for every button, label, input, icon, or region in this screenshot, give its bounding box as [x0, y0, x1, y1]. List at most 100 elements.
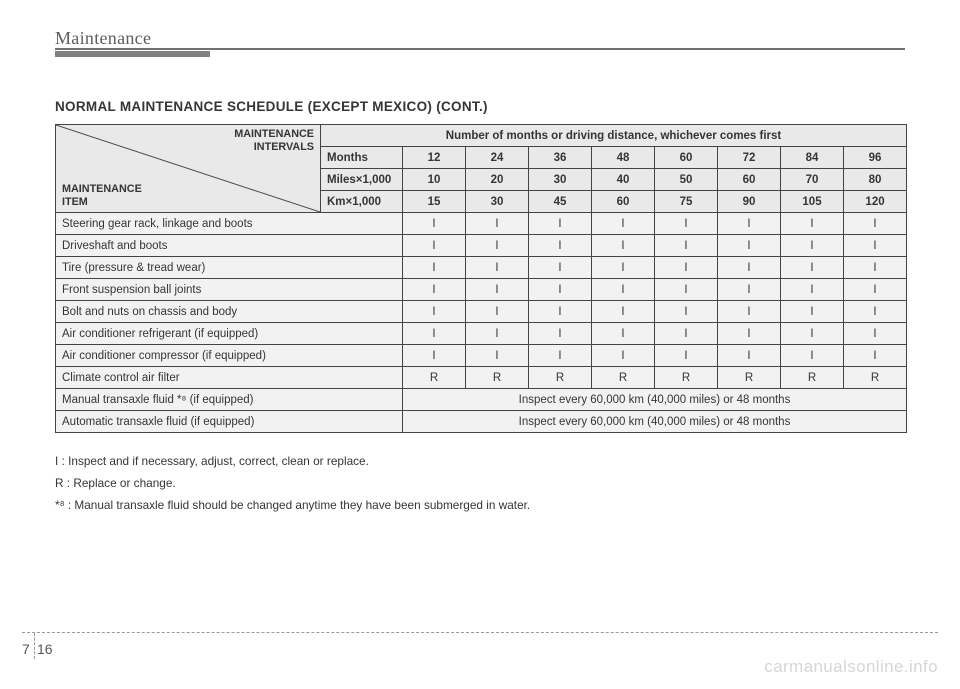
header-value: 50 — [655, 169, 718, 191]
item-value: I — [718, 345, 781, 367]
item-name: Automatic transaxle fluid (if equipped) — [56, 411, 403, 433]
item-value: I — [466, 257, 529, 279]
diag-bot-line1: MAINTENANCE — [62, 183, 142, 195]
item-value: I — [466, 301, 529, 323]
header-value: 36 — [529, 147, 592, 169]
header-value: 72 — [718, 147, 781, 169]
item-name: Front suspension ball joints — [56, 279, 403, 301]
item-value: I — [655, 323, 718, 345]
watermark: carmanualsonline.info — [764, 657, 938, 677]
header-value: 80 — [844, 169, 907, 191]
item-name: Steering gear rack, linkage and boots — [56, 213, 403, 235]
item-value: R — [466, 367, 529, 389]
item-value: I — [718, 279, 781, 301]
item-name: Tire (pressure & tread wear) — [56, 257, 403, 279]
header-value: 30 — [529, 169, 592, 191]
header-value: 12 — [403, 147, 466, 169]
super-header: Number of months or driving distance, wh… — [321, 125, 907, 147]
page-number: 16 — [37, 641, 53, 657]
item-value: R — [718, 367, 781, 389]
item-value: R — [403, 367, 466, 389]
diag-top-line2: INTERVALS — [254, 141, 314, 153]
item-value: I — [781, 257, 844, 279]
item-name: Climate control air filter — [56, 367, 403, 389]
content-region: NORMAL MAINTENANCE SCHEDULE (EXCEPT MEXI… — [55, 99, 905, 515]
item-name: Manual transaxle fluid *⁸ (if equipped) — [56, 389, 403, 411]
header-value: 96 — [844, 147, 907, 169]
item-value: I — [592, 345, 655, 367]
item-value: I — [403, 235, 466, 257]
header-row-label: Months — [321, 147, 403, 169]
header-value: 84 — [781, 147, 844, 169]
legend-replace: R : Replace or change. — [55, 473, 905, 493]
header-value: 105 — [781, 191, 844, 213]
item-value: I — [844, 279, 907, 301]
item-value: I — [781, 279, 844, 301]
item-value: I — [529, 279, 592, 301]
legend-footnote: *⁸ : Manual transaxle fluid should be ch… — [55, 495, 905, 515]
item-value: I — [529, 301, 592, 323]
diagonal-header-cell: MAINTENANCE INTERVALS MAINTENANCE ITEM — [56, 125, 321, 213]
item-value: I — [529, 345, 592, 367]
item-value: R — [781, 367, 844, 389]
item-name: Bolt and nuts on chassis and body — [56, 301, 403, 323]
section-title: NORMAL MAINTENANCE SCHEDULE (EXCEPT MEXI… — [55, 99, 905, 114]
item-value: R — [844, 367, 907, 389]
item-value: I — [655, 257, 718, 279]
item-value: I — [592, 235, 655, 257]
header-value: 90 — [718, 191, 781, 213]
legend: I : Inspect and if necessary, adjust, co… — [55, 451, 905, 515]
item-value: I — [592, 323, 655, 345]
header-value: 45 — [529, 191, 592, 213]
header-value: 60 — [718, 169, 781, 191]
header-value: 75 — [655, 191, 718, 213]
item-value: I — [592, 257, 655, 279]
item-value: I — [655, 345, 718, 367]
item-value: I — [844, 257, 907, 279]
item-value: I — [466, 323, 529, 345]
item-value: I — [718, 257, 781, 279]
diag-top-line1: MAINTENANCE — [234, 128, 314, 140]
item-value: I — [781, 301, 844, 323]
page-number-divider — [34, 633, 35, 659]
header-value: 48 — [592, 147, 655, 169]
header-value: 60 — [655, 147, 718, 169]
legend-inspect: I : Inspect and if necessary, adjust, co… — [55, 451, 905, 471]
item-value: I — [592, 279, 655, 301]
header-value: 24 — [466, 147, 529, 169]
item-value: R — [655, 367, 718, 389]
item-value: I — [529, 257, 592, 279]
item-name: Air conditioner refrigerant (if equipped… — [56, 323, 403, 345]
header-value: 30 — [466, 191, 529, 213]
diag-bottom-label: MAINTENANCE ITEM — [62, 183, 142, 209]
item-value: I — [403, 279, 466, 301]
header-value: 15 — [403, 191, 466, 213]
item-value: I — [466, 345, 529, 367]
item-value: I — [403, 323, 466, 345]
diag-bot-line2: ITEM — [62, 196, 88, 208]
item-value: I — [844, 323, 907, 345]
header-value: 70 — [781, 169, 844, 191]
item-value: I — [466, 279, 529, 301]
item-value: I — [781, 323, 844, 345]
item-value: I — [844, 213, 907, 235]
item-value: I — [655, 213, 718, 235]
item-value: I — [403, 345, 466, 367]
item-value: I — [844, 345, 907, 367]
item-name: Air conditioner compressor (if equipped) — [56, 345, 403, 367]
item-value: I — [781, 235, 844, 257]
item-value: I — [529, 235, 592, 257]
item-value: I — [844, 301, 907, 323]
item-value: R — [592, 367, 655, 389]
header-value: 40 — [592, 169, 655, 191]
header-accent-bar — [55, 51, 210, 57]
item-name: Driveshaft and boots — [56, 235, 403, 257]
item-value: I — [466, 213, 529, 235]
item-value: I — [718, 301, 781, 323]
item-value: I — [655, 279, 718, 301]
item-value: R — [529, 367, 592, 389]
maintenance-schedule-table: MAINTENANCE INTERVALS MAINTENANCE ITEM N… — [55, 124, 907, 433]
item-value: I — [592, 213, 655, 235]
item-value: I — [718, 235, 781, 257]
header-value: 20 — [466, 169, 529, 191]
